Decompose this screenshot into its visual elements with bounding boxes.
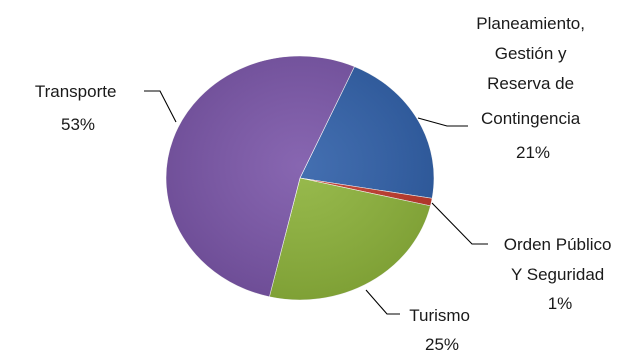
value-label-transporte: 53%: [61, 115, 95, 134]
label-orden-publico: Orden Público Y Seguridad 1%: [504, 235, 616, 313]
leader-line-orden-publico: [431, 202, 488, 245]
leader-line-transporte: [144, 90, 177, 123]
label-turismo-line-1: Turismo: [409, 306, 470, 325]
label-planeamiento-line-2: Gestión y: [495, 44, 567, 63]
label-transporte-line-1: Transporte: [35, 82, 117, 101]
value-label-planeamiento: 21%: [516, 143, 550, 162]
leader-line-planeamiento: [417, 117, 468, 127]
label-turismo: Turismo 25%: [409, 306, 475, 351]
value-label-orden-publico: 1%: [548, 294, 573, 313]
label-orden-publico-line-1: Orden Público: [504, 235, 612, 254]
label-planeamiento-line-3: Reserva de: [487, 74, 574, 93]
leader-line-turismo: [365, 289, 400, 315]
label-planeamiento: Planeamiento, Gestión y Reserva de Conti…: [476, 14, 589, 162]
label-transporte: Transporte 53%: [35, 82, 121, 134]
label-orden-publico-line-2: Y Seguridad: [511, 265, 604, 284]
value-label-turismo: 25%: [425, 335, 459, 351]
label-planeamiento-line-4: Contingencia: [481, 109, 581, 128]
label-planeamiento-line-1: Planeamiento,: [476, 14, 585, 33]
